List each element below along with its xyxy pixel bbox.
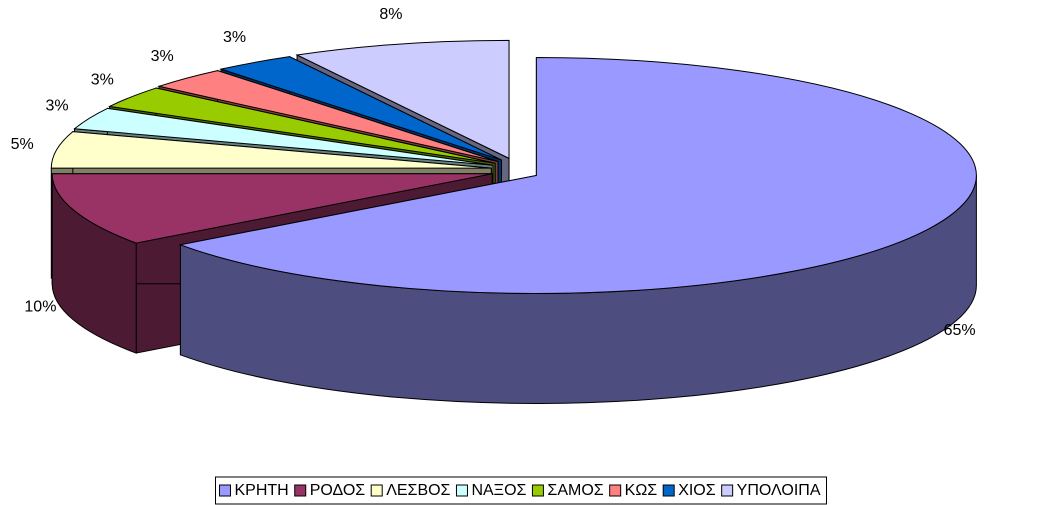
data-label: 3%	[91, 71, 114, 88]
legend-swatch	[218, 484, 231, 497]
legend-swatch	[721, 484, 734, 497]
data-label: 10%	[24, 299, 56, 316]
data-label: 65%	[944, 322, 976, 339]
legend-label: ΧΙΟΣ	[678, 482, 716, 499]
legend-swatch	[609, 484, 622, 497]
slice-top	[107, 87, 496, 164]
legend-label: ΡΟΔΟΣ	[310, 482, 366, 499]
legend-label: ΚΡΗΤΗ	[234, 482, 288, 499]
data-label: 5%	[11, 136, 34, 153]
slice-top	[157, 70, 499, 163]
legend-swatch	[531, 484, 544, 497]
data-label: 3%	[223, 29, 246, 46]
slice-top	[73, 107, 494, 166]
legend-swatch	[455, 484, 468, 497]
legend-swatch	[370, 484, 383, 497]
slice-top	[51, 173, 493, 244]
slice-top	[295, 39, 510, 160]
legend-label: ΚΩΣ	[625, 482, 658, 499]
slice-top	[219, 56, 502, 161]
legend-swatch	[294, 484, 307, 497]
legend-swatch	[662, 484, 675, 497]
slice	[178, 56, 977, 404]
slice-top	[50, 131, 492, 169]
legend-label: ΝΑΞΟΣ	[471, 482, 526, 499]
legend: ΚΡΗΤΗ ΡΟΔΟΣ ΛΕΣΒΟΣ ΝΑΞΟΣ ΣΑΜΟΣ ΚΩΣ ΧΙΟΣ ΥΠΟΛΟΙΠ…	[214, 476, 828, 505]
data-label: 3%	[151, 48, 174, 65]
slice-top	[178, 56, 977, 294]
legend-label: ΣΑΜΟΣ	[547, 482, 603, 499]
legend-label: ΥΠΟΛΟΙΠΑ	[737, 482, 821, 499]
legend-label: ΛΕΣΒΟΣ	[386, 482, 450, 499]
data-label: 8%	[379, 6, 402, 23]
data-label: 3%	[45, 98, 68, 115]
